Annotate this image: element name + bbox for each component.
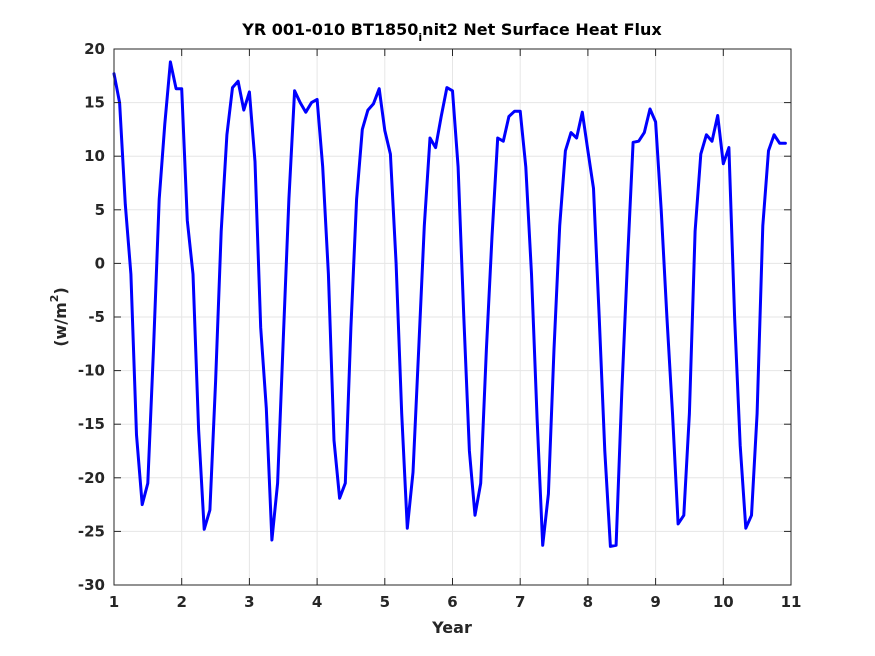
- x-tick-label: 7: [515, 593, 525, 611]
- chart-title-main: YR 001-010 BT1850: [241, 20, 418, 39]
- y-tick-label: -20: [78, 469, 105, 487]
- chart-title-rest: nit2 Net Surface Heat Flux: [422, 20, 662, 39]
- y-tick-label: -15: [78, 415, 105, 433]
- x-tick-label: 1: [109, 593, 119, 611]
- x-tick-label: 3: [244, 593, 254, 611]
- chart-title-subscript: i: [418, 31, 422, 44]
- x-axis-label: Year: [431, 618, 472, 637]
- y-tick-label: -5: [88, 308, 105, 326]
- tick-marks: [113, 48, 792, 586]
- x-tick-label: 9: [650, 593, 660, 611]
- x-tick-label: 2: [176, 593, 186, 611]
- series-line: [112, 60, 787, 548]
- y-tick-label: 20: [84, 40, 105, 58]
- y-tick-label: 0: [95, 254, 105, 272]
- x-tick-label: 8: [583, 593, 593, 611]
- x-tick-labels: 1 2 3 4 5 6 7 8 9 10 11: [109, 593, 802, 611]
- series-layer: [112, 60, 787, 548]
- y-tick-label: -10: [78, 362, 105, 380]
- y-axis-label-suffix: ): [51, 287, 70, 294]
- y-tick-label: -30: [78, 576, 105, 594]
- x-tick-label: 6: [447, 593, 457, 611]
- y-tick-label: -25: [78, 522, 105, 540]
- y-tick-label: 15: [84, 94, 105, 112]
- y-tick-labels: -30 -25 -20 -15 -10 -5 0 5 10 15 20: [78, 40, 105, 594]
- y-axis-label: (w/m2): [48, 287, 70, 347]
- y-axis-label-prefix: (w/m: [51, 302, 70, 347]
- x-tick-label: 11: [781, 593, 802, 611]
- y-tick-label: 5: [95, 201, 105, 219]
- x-tick-label: 10: [713, 593, 734, 611]
- y-axis-label-superscript: 2: [48, 295, 61, 303]
- x-tick-label: 4: [312, 593, 322, 611]
- y-tick-label: 10: [84, 147, 105, 165]
- x-tick-label: 5: [380, 593, 390, 611]
- chart-title: YR 001-010 BT1850init2 Net Surface Heat …: [241, 20, 662, 44]
